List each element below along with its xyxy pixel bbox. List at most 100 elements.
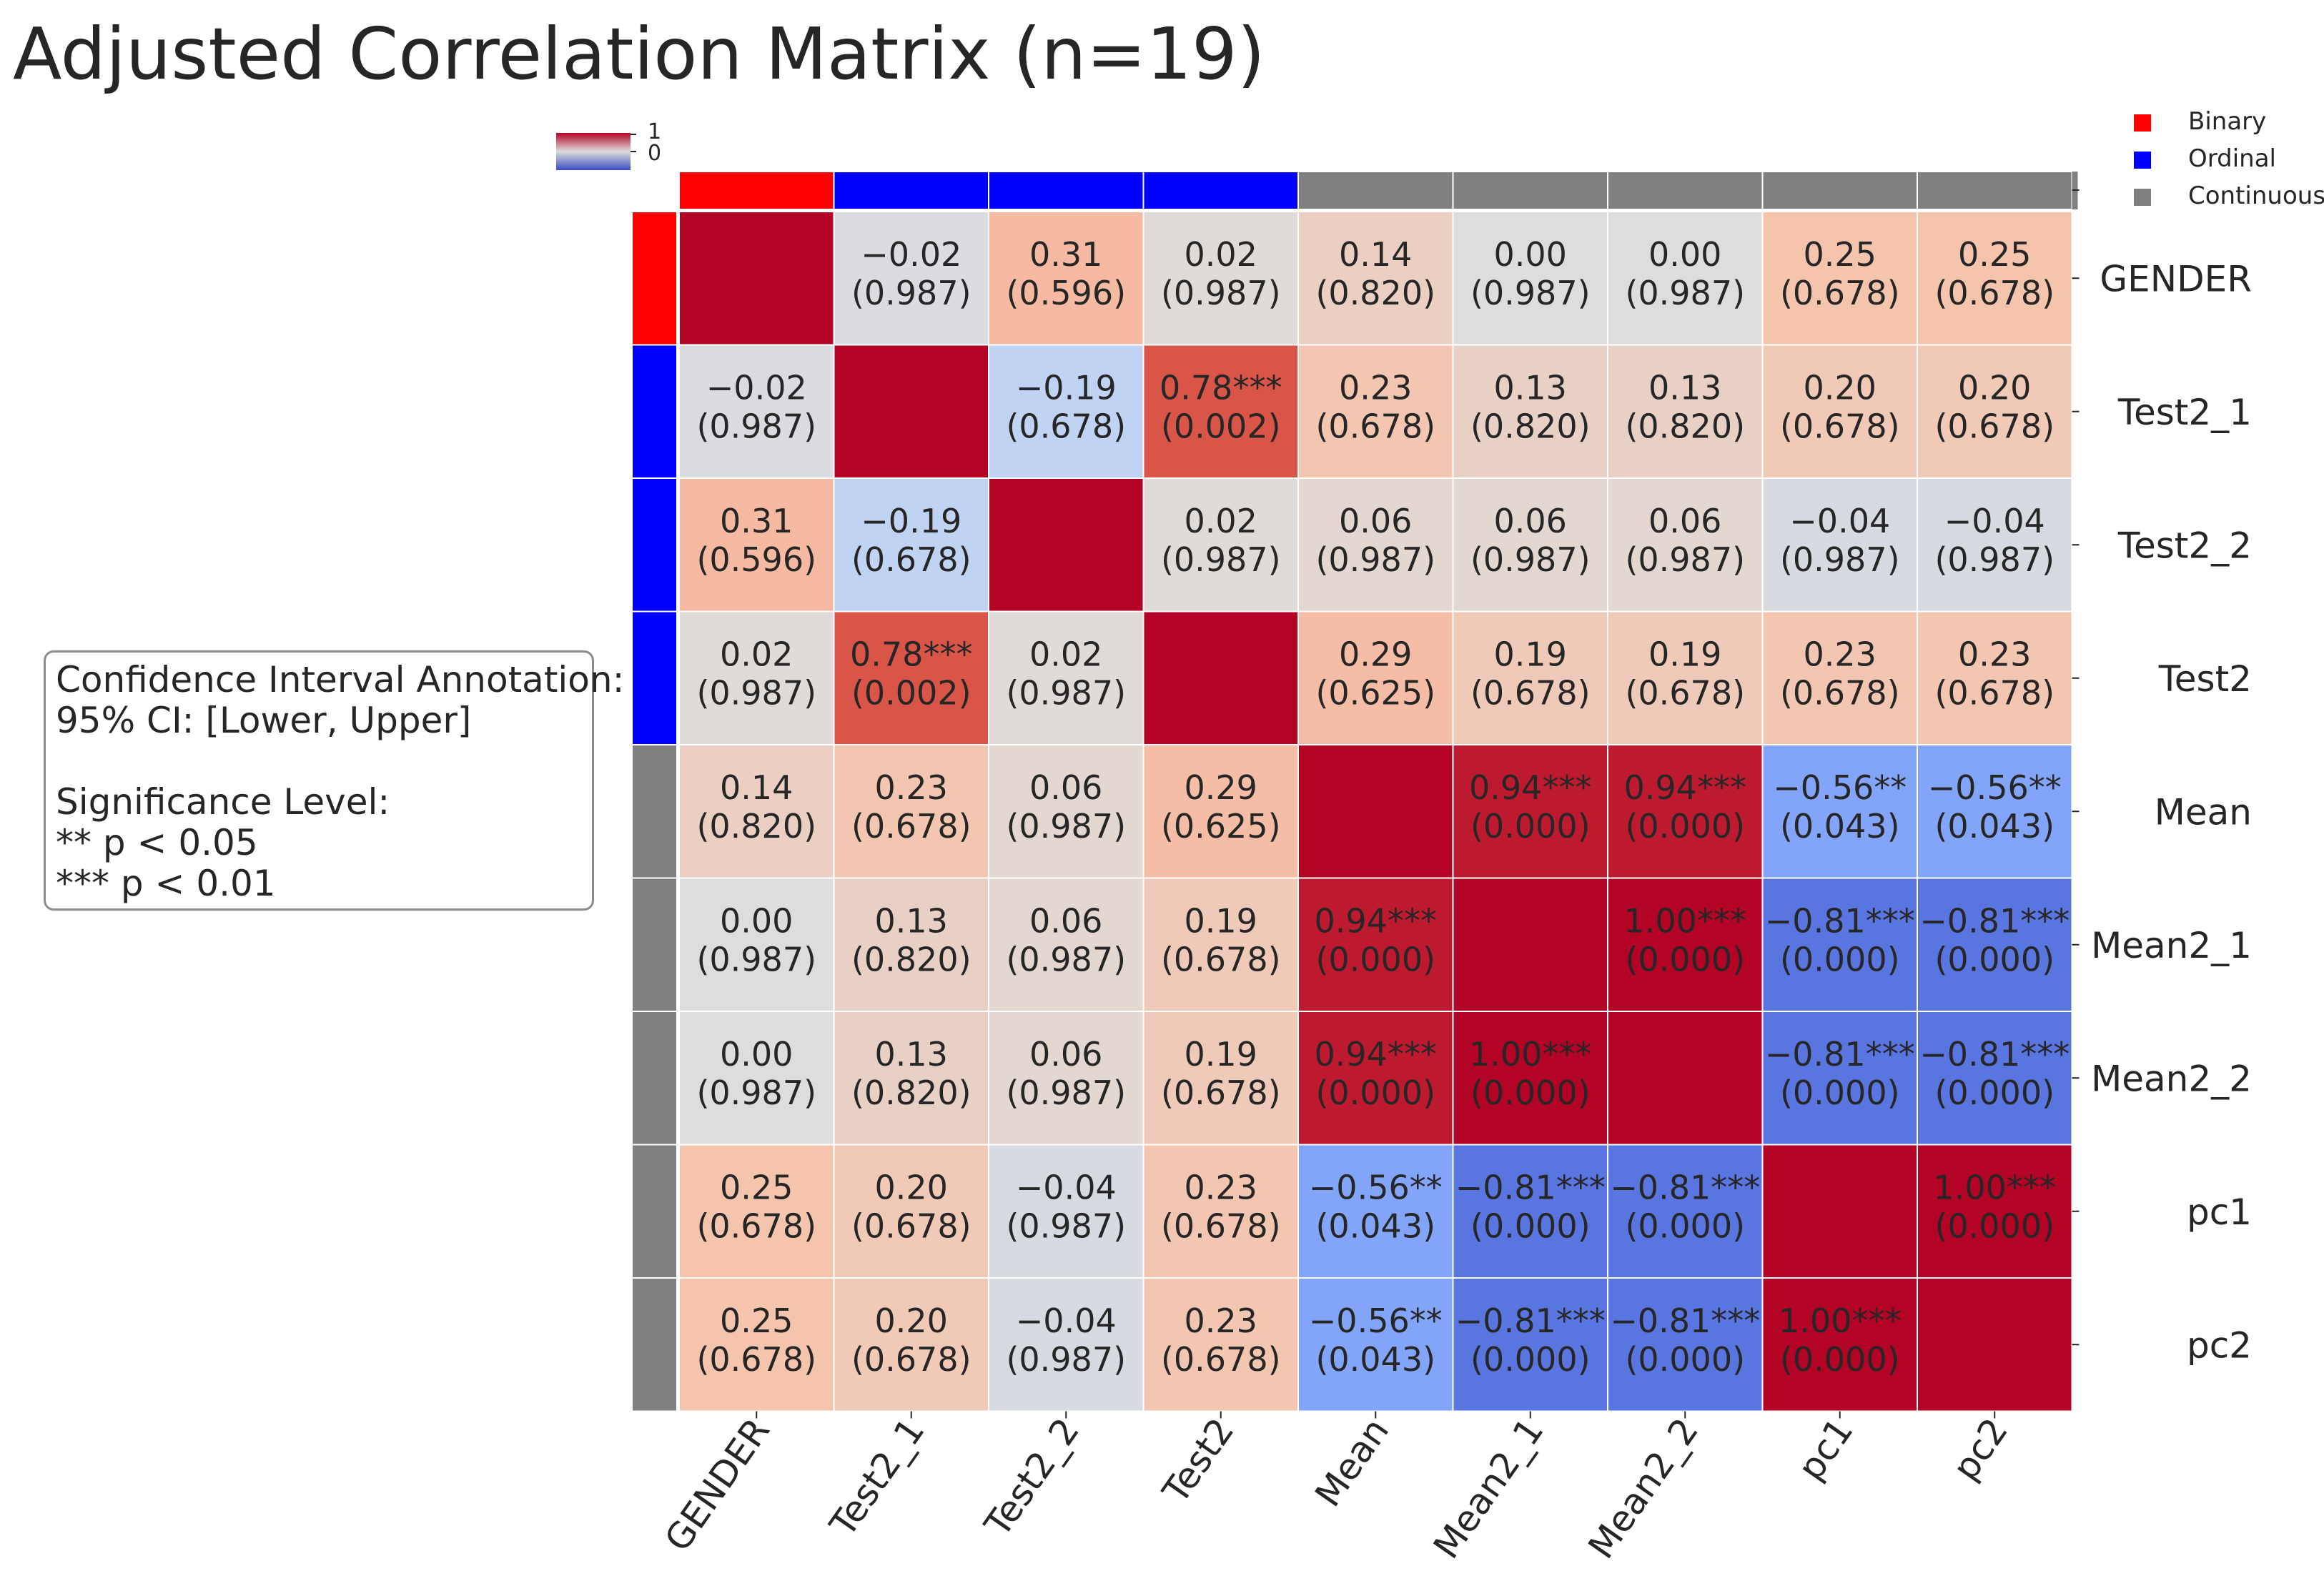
heatmap-cell-fill <box>1917 1277 2073 1412</box>
cell-correlation-label: 1.00*** <box>1469 1035 1591 1074</box>
heatmap-cell-fill <box>1452 877 1608 1012</box>
cell-correlation-label: −0.81*** <box>1765 1035 1915 1074</box>
heatmap-cell: 0.78***(0.002) <box>833 610 989 745</box>
y-tick-label: pc2 <box>2187 1324 2252 1366</box>
row-type-bar <box>631 477 678 613</box>
heatmap-cell-fill <box>1607 211 1764 346</box>
cell-correlation-label: 0.13 <box>1648 369 1721 407</box>
cell-correlation-label: 0.25 <box>720 1169 793 1207</box>
cell-pvalue-label: (0.987) <box>1006 1340 1126 1379</box>
cell-pvalue-label: (0.987) <box>1315 540 1435 579</box>
col-type-bar <box>1607 171 1764 210</box>
cell-correlation-label: −0.81*** <box>1765 902 1915 941</box>
cell-pvalue-label: (0.596) <box>1006 274 1126 312</box>
cell-pvalue-label: (0.678) <box>1780 407 1900 446</box>
heatmap-cell-fill <box>1297 1144 1454 1279</box>
cell-pvalue-label: (0.987) <box>1161 274 1281 312</box>
cell-correlation-label: −0.81*** <box>1919 1035 2070 1074</box>
cell-pvalue-label: (0.000) <box>1625 941 1745 979</box>
heatmap-cell: 0.23(0.678) <box>1297 344 1454 479</box>
legend-label: Continuous <box>2188 182 2324 210</box>
cell-pvalue-label: (0.678) <box>851 807 971 846</box>
cell-pvalue-label: (0.678) <box>1780 674 1900 713</box>
heatmap-cell-fill <box>1761 1144 1918 1279</box>
cell-pvalue-label: (0.987) <box>1006 941 1126 979</box>
heatmap-cell-fill <box>1452 1011 1608 1146</box>
heatmap-cell-fill <box>1607 1144 1764 1279</box>
heatmap-cell-fill <box>1142 744 1299 879</box>
heatmap-cell: 0.23(0.678) <box>833 744 989 879</box>
annotation-box: Confidence Interval Annotation: 95% CI: … <box>44 650 624 911</box>
cell-pvalue-label: (0.000) <box>1470 1074 1591 1112</box>
heatmap-cell-fill <box>1452 1277 1608 1412</box>
col-type-bar <box>1917 171 2073 210</box>
cell-correlation-label: −0.81*** <box>1610 1302 1760 1340</box>
heatmap-cell: −0.81***(0.000) <box>1607 1144 1764 1279</box>
heatmap-cell: 0.78***(0.002) <box>1142 344 1299 479</box>
heatmap-cell: −0.81***(0.000) <box>1917 1011 2073 1146</box>
x-tick-label: GENDER <box>657 1411 778 1559</box>
cell-correlation-label: 0.31 <box>1029 235 1102 274</box>
heatmap-cell: 0.06(0.987) <box>1452 477 1608 613</box>
cell-pvalue-label: (0.678) <box>1470 674 1591 713</box>
cell-pvalue-label: (0.987) <box>1934 540 2054 579</box>
heatmap-cell-fill <box>678 610 835 745</box>
heatmap-cell-fill <box>833 1011 989 1146</box>
heatmap-cell-fill <box>1607 877 1764 1012</box>
cell-pvalue-label: (0.820) <box>1470 407 1591 446</box>
heatmap-cell: 0.19(0.678) <box>1142 1011 1299 1146</box>
row-type-bar <box>631 211 678 346</box>
cell-correlation-label: 0.23 <box>1185 1302 1257 1340</box>
x-tick-label: Mean2_2 <box>1581 1411 1706 1566</box>
y-tick-label: Mean2_2 <box>2091 1058 2252 1099</box>
heatmap-cell-fill <box>988 477 1144 613</box>
cell-correlation-label: −0.81*** <box>1455 1169 1606 1207</box>
annotation-line <box>56 741 582 782</box>
heatmap-cell-fill <box>1607 1011 1764 1146</box>
cell-pvalue-label: (0.987) <box>1780 540 1900 579</box>
x-tick-label: Test2 <box>1154 1411 1242 1512</box>
cell-pvalue-label: (0.043) <box>1315 1340 1435 1379</box>
cell-pvalue-label: (0.678) <box>1161 1340 1281 1379</box>
heatmap-cell: 0.06(0.987) <box>1297 477 1454 613</box>
heatmap-cell-fill <box>1142 610 1299 745</box>
cell-correlation-label: −0.04 <box>1944 502 2045 540</box>
cell-correlation-label: 0.94*** <box>1315 1035 1437 1074</box>
heatmap-cell-fill <box>678 477 835 613</box>
heatmap-cell: 0.94***(0.000) <box>1452 744 1608 879</box>
cell-correlation-label: −0.02 <box>706 369 807 407</box>
heatmap-cell <box>1761 1144 1918 1279</box>
cell-pvalue-label: (0.678) <box>1934 407 2054 446</box>
legend-swatch-binary <box>2134 114 2151 132</box>
heatmap-cell-fill <box>988 1277 1144 1412</box>
cell-correlation-label: 0.19 <box>1185 1035 1257 1074</box>
heatmap-cell-fill <box>833 1277 989 1412</box>
heatmap-cell: 0.02(0.987) <box>678 610 835 745</box>
cell-correlation-label: 0.23 <box>1804 635 1876 674</box>
heatmap-cell: 0.94***(0.000) <box>1297 1011 1454 1146</box>
cell-correlation-label: 0.02 <box>1185 502 1257 540</box>
heatmap-cell: −0.56**(0.043) <box>1761 744 1918 879</box>
heatmap-cell: 0.06(0.987) <box>988 744 1144 879</box>
cell-correlation-label: 0.94*** <box>1624 768 1746 807</box>
cell-pvalue-label: (0.820) <box>851 1074 971 1112</box>
heatmap-cell: 0.00(0.987) <box>1607 211 1764 346</box>
annotation-line: ** p < 0.05 <box>56 822 258 863</box>
cell-pvalue-label: (0.043) <box>1315 1207 1435 1246</box>
heatmap-cell-fill <box>1761 877 1918 1012</box>
heatmap-cell: 0.20(0.678) <box>1761 344 1918 479</box>
cell-correlation-label: 0.23 <box>1185 1169 1257 1207</box>
cell-correlation-label: 0.06 <box>1494 502 1567 540</box>
heatmap-cell: 0.06(0.987) <box>988 877 1144 1012</box>
cell-correlation-label: 0.20 <box>1804 369 1876 407</box>
cell-pvalue-label: (0.987) <box>1470 274 1591 312</box>
row-type-bar <box>631 1011 678 1146</box>
cell-pvalue-label: (0.043) <box>1780 807 1900 846</box>
cell-pvalue-label: (0.987) <box>1625 540 1745 579</box>
cell-correlation-label: 0.13 <box>875 1035 948 1074</box>
x-tick-label: pc2 <box>1944 1411 2016 1488</box>
heatmap-cell: −0.04(0.987) <box>1917 477 2073 613</box>
legend-swatch-continuous <box>2134 189 2151 206</box>
cell-pvalue-label: (0.987) <box>1470 540 1591 579</box>
heatmap-cell: −0.81***(0.000) <box>1761 1011 1918 1146</box>
